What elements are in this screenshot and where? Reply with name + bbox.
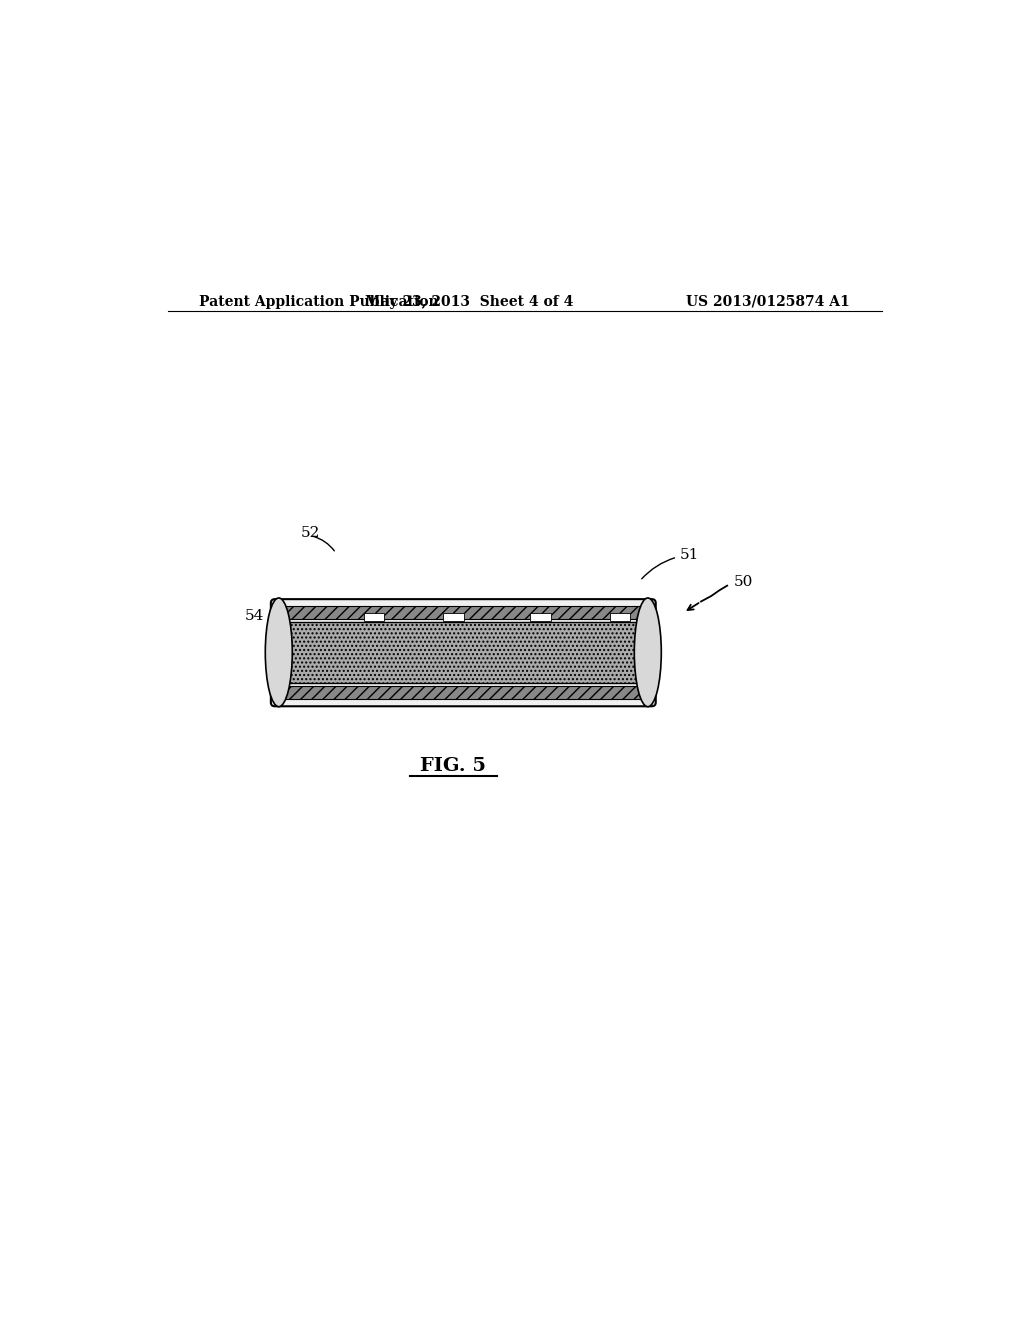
Text: 52: 52 (301, 527, 321, 540)
Text: FIG. 5: FIG. 5 (421, 756, 486, 775)
Bar (443, 612, 464, 620)
Bar (609, 612, 631, 620)
Bar (283, 622, 644, 684)
Text: US 2013/0125874 A1: US 2013/0125874 A1 (686, 294, 850, 309)
Bar (283, 686, 644, 700)
Text: 54: 54 (245, 609, 264, 623)
Ellipse shape (265, 598, 292, 706)
Text: 51: 51 (680, 549, 699, 562)
Text: May 23, 2013  Sheet 4 of 4: May 23, 2013 Sheet 4 of 4 (366, 294, 573, 309)
Text: 50: 50 (733, 574, 753, 589)
Bar (530, 612, 551, 620)
Ellipse shape (634, 598, 662, 706)
Text: 55: 55 (339, 640, 358, 655)
Bar (283, 606, 644, 619)
Text: 53': 53' (617, 640, 641, 655)
Text: Patent Application Publication: Patent Application Publication (200, 294, 439, 309)
Text: 53: 53 (393, 636, 412, 649)
FancyBboxPatch shape (270, 599, 655, 706)
Bar (364, 612, 384, 620)
